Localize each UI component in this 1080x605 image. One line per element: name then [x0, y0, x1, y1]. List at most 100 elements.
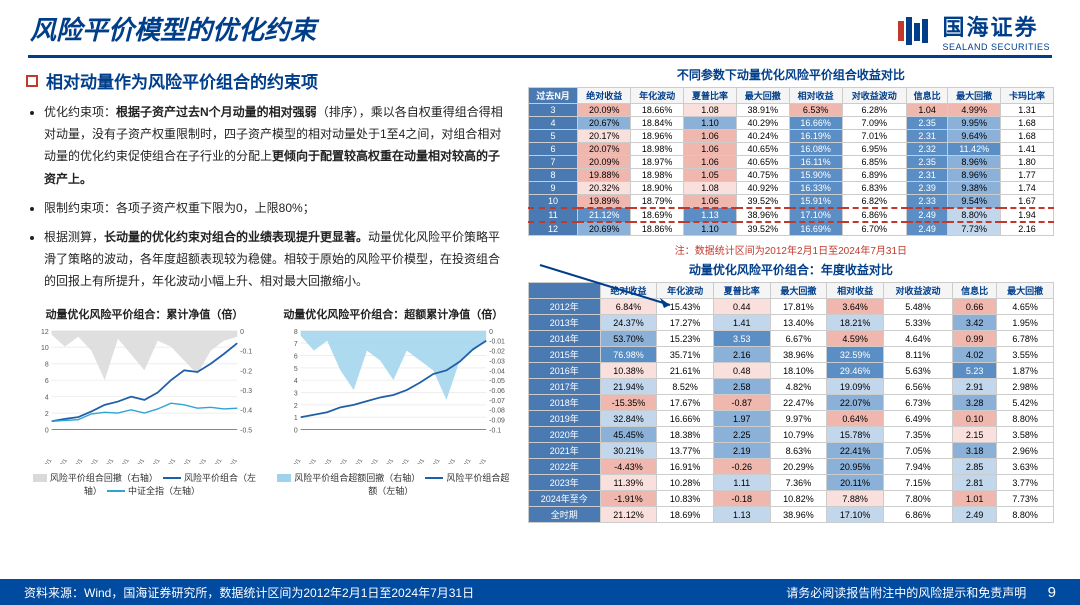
table-header: 相对收益 [827, 283, 884, 299]
svg-text:2016/2/1: 2016/2/1 [99, 458, 116, 464]
table-header: 绝对收益 [600, 283, 657, 299]
svg-text:2: 2 [45, 411, 49, 418]
svg-text:2016/2/1: 2016/2/1 [347, 458, 364, 464]
table-row: 全时期21.12%18.69%1.1338.96%17.10%6.86%2.49… [528, 507, 1053, 523]
table-1-title: 不同参数下动量优化风险平价组合收益对比 [528, 66, 1054, 83]
svg-text:2024/2/1: 2024/2/1 [471, 458, 488, 464]
table-row: 2019年32.84%16.66%1.979.97%0.64%6.49%0.10… [528, 411, 1053, 427]
svg-text:0: 0 [240, 328, 244, 335]
svg-text:-0.01: -0.01 [489, 338, 505, 345]
list-item: 限制约束项：各项子资产权重下限为0，上限80%； [44, 197, 512, 219]
svg-text:2014/2/1: 2014/2/1 [316, 458, 333, 464]
svg-text:2013/2/1: 2013/2/1 [52, 458, 69, 464]
table-header [528, 283, 600, 299]
svg-text:7: 7 [294, 341, 298, 348]
table-row: 920.32%18.90%1.0840.92%16.33%6.83%2.399.… [528, 182, 1053, 195]
svg-text:-0.4: -0.4 [240, 407, 252, 414]
svg-text:2020/2/1: 2020/2/1 [409, 458, 426, 464]
table-header: 年化波动 [631, 88, 684, 104]
svg-text:-0.02: -0.02 [489, 348, 505, 355]
table-row: 2017年21.94%8.52%2.584.82%19.09%6.56%2.91… [528, 379, 1053, 395]
table-row: 1220.69%18.86%1.1039.52%16.69%6.70%2.497… [528, 222, 1053, 236]
table-2: 绝对收益年化波动夏普比率最大回撤相对收益对收益波动信息比最大回撤2012年6.8… [528, 282, 1054, 523]
svg-text:1: 1 [294, 415, 298, 422]
logo-text-cn: 国海证券 [942, 10, 1050, 42]
svg-text:2017/2/1: 2017/2/1 [114, 458, 131, 464]
svg-text:2018/2/1: 2018/2/1 [129, 458, 146, 464]
svg-text:-0.3: -0.3 [240, 388, 252, 395]
svg-text:2024/2/1: 2024/2/1 [222, 458, 239, 464]
svg-text:0: 0 [489, 328, 493, 335]
chart-1-legend: 风险平价组合回撤（右轴） 风险平价组合（左轴） 中证全指（左轴） [26, 471, 263, 497]
svg-text:-0.5: -0.5 [240, 427, 252, 434]
table-row: 2018年-15.35%17.67%-0.8722.47%22.07%6.73%… [528, 395, 1053, 411]
table-row: 819.88%18.98%1.0540.75%15.90%6.89%2.318.… [528, 169, 1053, 182]
svg-text:-0.1: -0.1 [489, 427, 501, 434]
chart-1: 动量优化风险平价组合：累计净值（倍） 0246810120-0.1-0.2-0.… [26, 306, 263, 497]
table-header: 最大回撤 [770, 283, 827, 299]
chart-2-svg: 0123456780-0.01-0.02-0.03-0.04-0.05-0.06… [275, 324, 512, 464]
svg-text:8: 8 [294, 328, 298, 335]
table-header: 卡玛比率 [1001, 88, 1054, 104]
table-header: 对收益波动 [842, 88, 906, 104]
table-note: 注：数据统计区间为2012年2月1日至2024年7月31日 [528, 242, 1054, 257]
svg-text:2020/2/1: 2020/2/1 [160, 458, 177, 464]
svg-text:0: 0 [294, 427, 298, 434]
svg-text:-0.08: -0.08 [489, 407, 505, 414]
table-row: 2021年30.21%13.77%2.198.63%22.41%7.05%3.1… [528, 443, 1053, 459]
bullet-icon [26, 75, 38, 87]
table-header: 信息比 [953, 283, 997, 299]
svg-text:2023/2/1: 2023/2/1 [207, 458, 224, 464]
svg-text:2: 2 [294, 402, 298, 409]
svg-text:2012/2/1: 2012/2/1 [37, 458, 54, 464]
table-1: 过去N月绝对收益年化波动夏普比率最大回撤相对收益对收益波动信息比最大回撤卡玛比率… [528, 87, 1054, 236]
table-row: 2014年53.70%15.23%3.536.67%4.59%4.64%0.99… [528, 331, 1053, 347]
list-item: 根据测算，长动量的优化约束对组合的业绩表现提升更显著。动量优化风险平价策略平滑了… [44, 226, 512, 293]
svg-text:12: 12 [41, 328, 49, 335]
svg-text:-0.09: -0.09 [489, 417, 505, 424]
chart-2-title: 动量优化风险平价组合：超额累计净值（倍） [275, 306, 512, 322]
logo: 国海证券 SEALAND SECURITIES [896, 10, 1050, 52]
svg-text:4: 4 [45, 394, 49, 401]
svg-text:2013/2/1: 2013/2/1 [301, 458, 318, 464]
footer-source: 资料来源：Wind，国海证券研究所，数据统计区间为2012年2月1日至2024年… [24, 584, 474, 601]
table-header: 夏普比率 [684, 88, 737, 104]
chart-2-legend: 风险平价组合超额回撤（右轴） 风险平价组合超额（左轴） [275, 471, 512, 497]
svg-text:2022/2/1: 2022/2/1 [191, 458, 208, 464]
chart-1-title: 动量优化风险平价组合：累计净值（倍） [26, 306, 263, 322]
logo-icon [896, 15, 936, 47]
svg-text:2017/2/1: 2017/2/1 [363, 458, 380, 464]
table-row: 620.07%18.98%1.0640.65%16.08%6.95%2.3211… [528, 143, 1053, 156]
table-row: 2022年-4.43%16.91%-0.2620.29%20.95%7.94%2… [528, 459, 1053, 475]
subheading-text: 相对动量作为风险平价组合的约束项 [46, 68, 318, 93]
table-row: 320.09%18.66%1.0838.91%6.53%6.28%1.044.9… [528, 104, 1053, 117]
svg-text:-0.1: -0.1 [240, 348, 252, 355]
table-header: 最大回撤 [948, 88, 1001, 104]
svg-text:-0.2: -0.2 [240, 368, 252, 375]
table-header: 夏普比率 [713, 283, 770, 299]
svg-text:6: 6 [45, 378, 49, 385]
table-header: 最大回撤 [997, 283, 1054, 299]
table-row: 720.09%18.97%1.0640.65%16.11%6.85%2.358.… [528, 156, 1053, 169]
subheading: 相对动量作为风险平价组合的约束项 [26, 68, 512, 93]
table-row: 2016年10.38%21.61%0.4818.10%29.46%5.63%5.… [528, 363, 1053, 379]
table-row: 2015年76.98%35.71%2.1638.96%32.59%8.11%4.… [528, 347, 1053, 363]
table-row: 1121.12%18.69%1.1338.96%17.10%6.86%2.498… [528, 208, 1053, 222]
svg-text:2018/2/1: 2018/2/1 [378, 458, 395, 464]
svg-text:2014/2/1: 2014/2/1 [68, 458, 85, 464]
table-2-title: 动量优化风险平价组合：年度收益对比 [528, 261, 1054, 278]
svg-text:2021/2/1: 2021/2/1 [176, 458, 193, 464]
svg-text:2015/2/1: 2015/2/1 [83, 458, 100, 464]
chart-1-svg: 0246810120-0.1-0.2-0.3-0.4-0.52012/2/120… [26, 324, 263, 464]
svg-text:4: 4 [294, 378, 298, 385]
chart-2: 动量优化风险平价组合：超额累计净值（倍） 0123456780-0.01-0.0… [275, 306, 512, 497]
bullet-list: 优化约束项：根据子资产过去N个月动量的相对强弱（排序），乘以各自权重得组合得相对… [26, 101, 512, 300]
svg-text:2019/2/1: 2019/2/1 [145, 458, 162, 464]
svg-text:2023/2/1: 2023/2/1 [456, 458, 473, 464]
table-header: 绝对收益 [578, 88, 631, 104]
table-row: 520.17%18.96%1.0640.24%16.19%7.01%2.319.… [528, 130, 1053, 143]
svg-text:-0.03: -0.03 [489, 358, 505, 365]
table-header: 相对收益 [789, 88, 842, 104]
svg-text:2012/2/1: 2012/2/1 [286, 458, 303, 464]
svg-text:-0.06: -0.06 [489, 388, 505, 395]
